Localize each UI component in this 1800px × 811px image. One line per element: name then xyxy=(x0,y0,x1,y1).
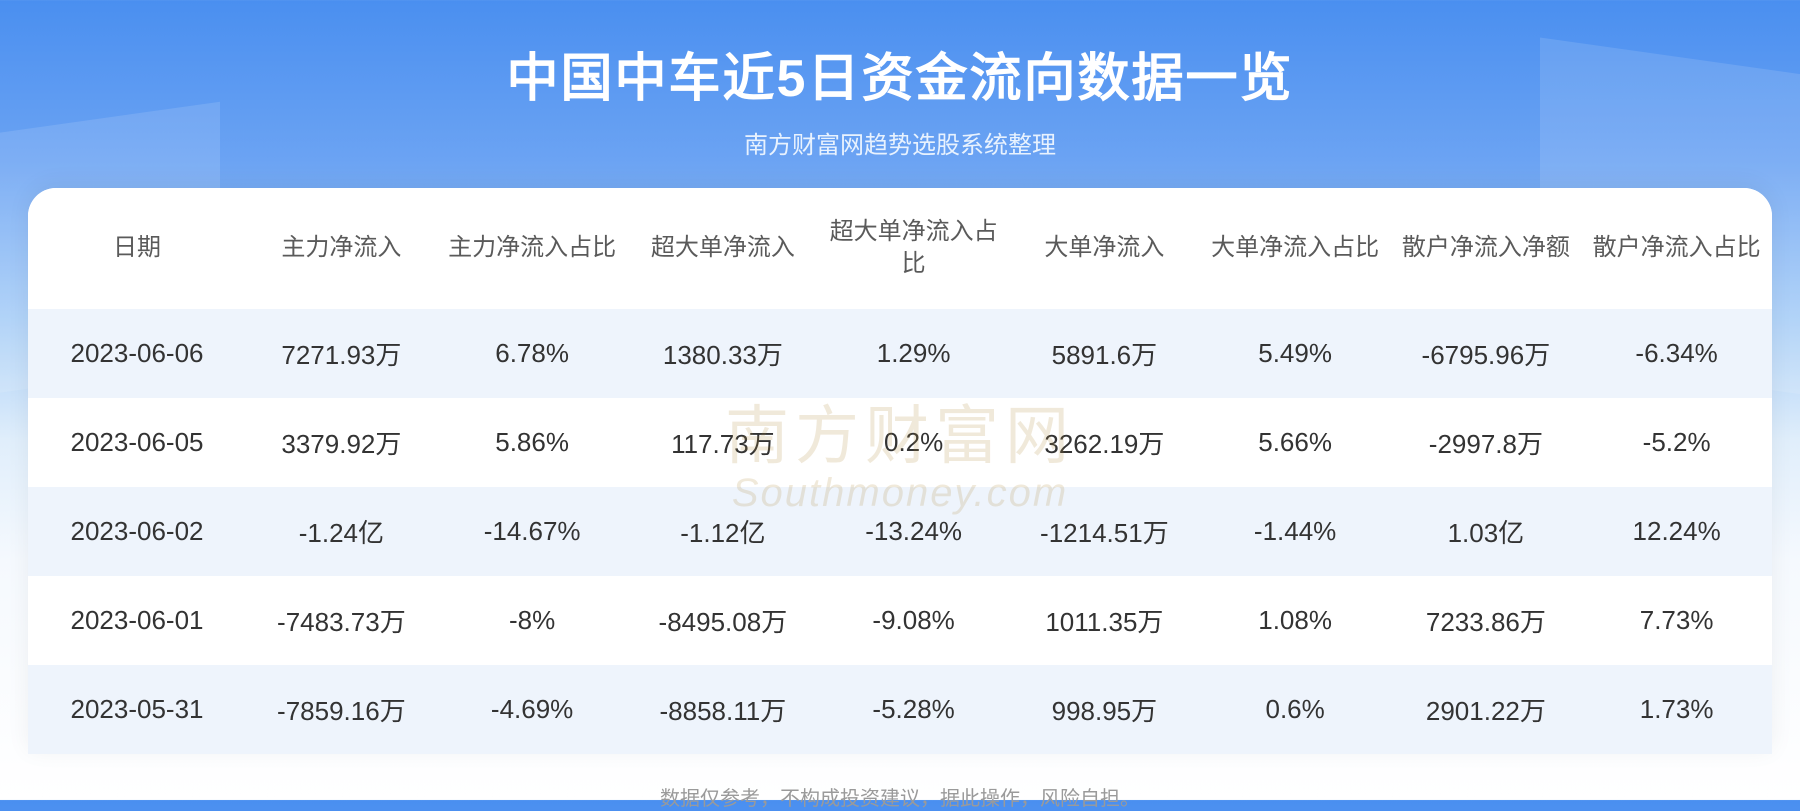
cell-value: -5.2% xyxy=(1581,398,1772,487)
col-header-main-inflow: 主力净流入 xyxy=(246,188,437,309)
cell-value: 5891.6万 xyxy=(1009,309,1200,398)
cell-date: 2023-05-31 xyxy=(28,665,246,754)
footer-disclaimer: 数据仅参考，不构成投资建议，据此操作，风险自担。 xyxy=(0,782,1800,811)
cell-value: 117.73万 xyxy=(628,398,819,487)
col-header-main-inflow-pct: 主力净流入占比 xyxy=(437,188,628,309)
col-header-large-inflow-pct: 大单净流入占比 xyxy=(1200,188,1391,309)
table-body: 2023-06-06 7271.93万 6.78% 1380.33万 1.29%… xyxy=(28,309,1772,754)
cell-value: -7483.73万 xyxy=(246,576,437,665)
col-header-large-inflow: 大单净流入 xyxy=(1009,188,1200,309)
col-header-xl-inflow-pct: 超大单净流入占比 xyxy=(818,188,1009,309)
cell-value: 6.78% xyxy=(437,309,628,398)
table-row: 2023-06-05 3379.92万 5.86% 117.73万 0.2% 3… xyxy=(28,398,1772,487)
cell-value: -13.24% xyxy=(818,487,1009,576)
cell-value: -14.67% xyxy=(437,487,628,576)
cell-value: -1214.51万 xyxy=(1009,487,1200,576)
cell-value: -4.69% xyxy=(437,665,628,754)
cell-date: 2023-06-06 xyxy=(28,309,246,398)
cell-value: -7859.16万 xyxy=(246,665,437,754)
cell-value: -1.24亿 xyxy=(246,487,437,576)
cell-date: 2023-06-02 xyxy=(28,487,246,576)
cell-value: 3379.92万 xyxy=(246,398,437,487)
cell-date: 2023-06-01 xyxy=(28,576,246,665)
page-subtitle: 南方财富网趋势选股系统整理 xyxy=(0,125,1800,160)
cell-value: -1.44% xyxy=(1200,487,1391,576)
cell-value: 5.49% xyxy=(1200,309,1391,398)
col-header-xl-inflow: 超大单净流入 xyxy=(628,188,819,309)
cell-value: 2901.22万 xyxy=(1391,665,1582,754)
header: 中国中车近5日资金流向数据一览 南方财富网趋势选股系统整理 xyxy=(0,0,1800,160)
cell-value: 12.24% xyxy=(1581,487,1772,576)
cell-value: 0.6% xyxy=(1200,665,1391,754)
cell-value: -6.34% xyxy=(1581,309,1772,398)
cell-date: 2023-06-05 xyxy=(28,398,246,487)
cell-value: 1.73% xyxy=(1581,665,1772,754)
cell-value: 7271.93万 xyxy=(246,309,437,398)
cell-value: -8495.08万 xyxy=(628,576,819,665)
table-row: 2023-06-01 -7483.73万 -8% -8495.08万 -9.08… xyxy=(28,576,1772,665)
table-row: 2023-06-02 -1.24亿 -14.67% -1.12亿 -13.24%… xyxy=(28,487,1772,576)
cell-value: 7233.86万 xyxy=(1391,576,1582,665)
cell-value: 1011.35万 xyxy=(1009,576,1200,665)
cell-value: -5.28% xyxy=(818,665,1009,754)
col-header-date: 日期 xyxy=(28,188,246,309)
cell-value: 998.95万 xyxy=(1009,665,1200,754)
cell-value: -8858.11万 xyxy=(628,665,819,754)
fund-flow-table: 日期 主力净流入 主力净流入占比 超大单净流入 超大单净流入占比 大单净流入 大… xyxy=(28,188,1772,754)
data-table-container: 日期 主力净流入 主力净流入占比 超大单净流入 超大单净流入占比 大单净流入 大… xyxy=(28,188,1772,754)
cell-value: 1380.33万 xyxy=(628,309,819,398)
cell-value: 1.08% xyxy=(1200,576,1391,665)
col-header-retail-inflow-pct: 散户净流入占比 xyxy=(1581,188,1772,309)
cell-value: 5.66% xyxy=(1200,398,1391,487)
table-row: 2023-05-31 -7859.16万 -4.69% -8858.11万 -5… xyxy=(28,665,1772,754)
cell-value: 0.2% xyxy=(818,398,1009,487)
cell-value: 3262.19万 xyxy=(1009,398,1200,487)
cell-value: -2997.8万 xyxy=(1391,398,1582,487)
cell-value: 1.03亿 xyxy=(1391,487,1582,576)
cell-value: 7.73% xyxy=(1581,576,1772,665)
cell-value: 5.86% xyxy=(437,398,628,487)
table-header-row: 日期 主力净流入 主力净流入占比 超大单净流入 超大单净流入占比 大单净流入 大… xyxy=(28,188,1772,309)
cell-value: -6795.96万 xyxy=(1391,309,1582,398)
table-row: 2023-06-06 7271.93万 6.78% 1380.33万 1.29%… xyxy=(28,309,1772,398)
page-title: 中国中车近5日资金流向数据一览 xyxy=(0,36,1800,111)
cell-value: 1.29% xyxy=(818,309,1009,398)
col-header-retail-inflow: 散户净流入净额 xyxy=(1391,188,1582,309)
cell-value: -1.12亿 xyxy=(628,487,819,576)
cell-value: -9.08% xyxy=(818,576,1009,665)
cell-value: -8% xyxy=(437,576,628,665)
